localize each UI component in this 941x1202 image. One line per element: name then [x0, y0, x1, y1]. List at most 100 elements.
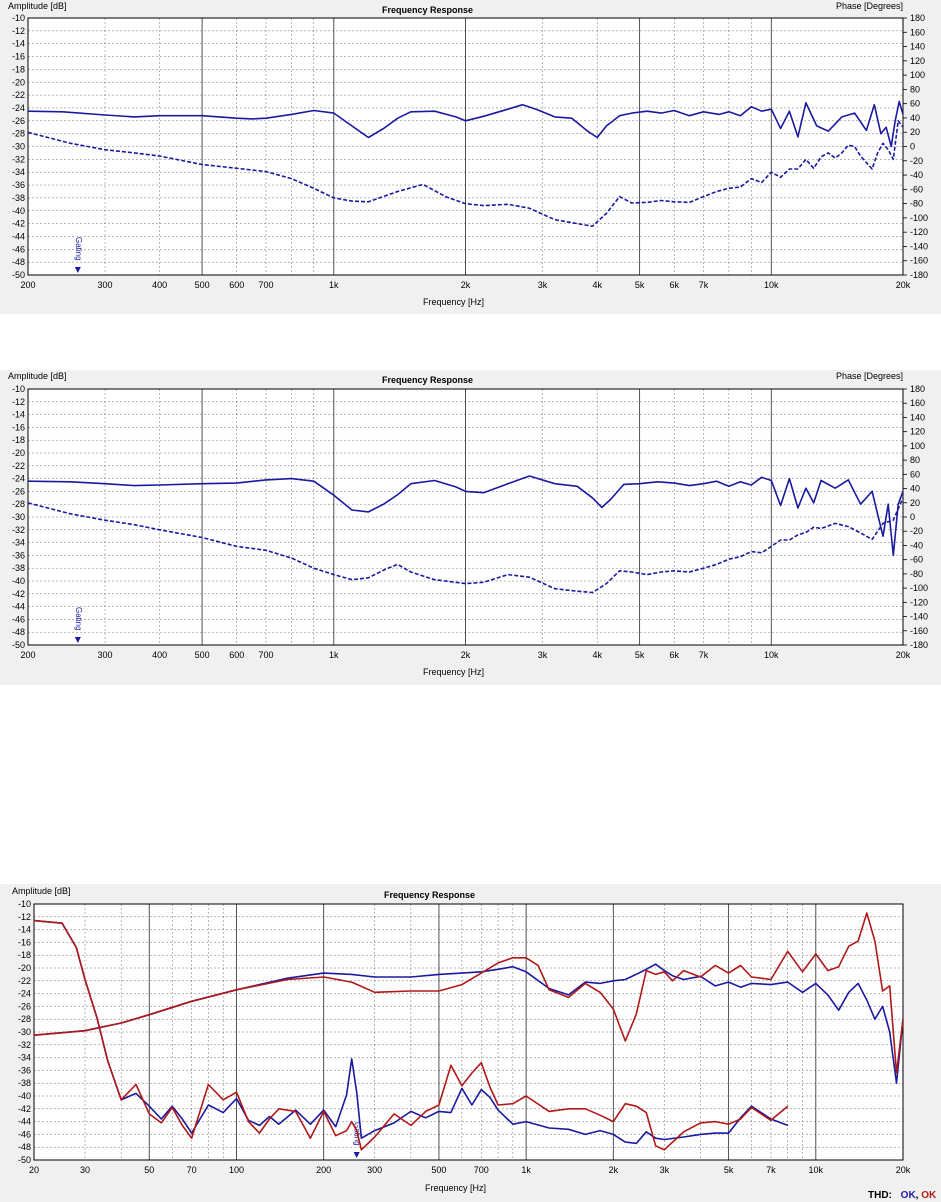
y-tick-label: -40 — [18, 1091, 31, 1101]
y-tick-label: -32 — [12, 154, 25, 164]
gating-label: Gating — [74, 607, 83, 631]
x-tick-label: 100 — [229, 1165, 244, 1175]
y-tick-label: -32 — [12, 525, 25, 535]
y-right-tick-label: -100 — [910, 583, 928, 593]
y-right-tick-label: -20 — [910, 526, 923, 536]
y-tick-label: -34 — [18, 1053, 31, 1063]
x-tick-label: 300 — [98, 280, 113, 290]
y-tick-label: -38 — [12, 193, 25, 203]
y-tick-label: -26 — [12, 116, 25, 126]
series-line — [34, 963, 903, 1084]
series-line — [28, 120, 903, 227]
x-tick-label: 6k — [669, 650, 679, 660]
y-right-tick-label: 40 — [910, 484, 920, 494]
y-axis-label: Amplitude [dB] — [12, 886, 71, 896]
x-tick-label: 20 — [29, 1165, 39, 1175]
x-tick-label: 20k — [896, 650, 911, 660]
y-right-tick-label: -180 — [910, 640, 928, 650]
chart-title: Frequency Response — [382, 5, 474, 15]
y-tick-label: -22 — [12, 461, 25, 471]
y-tick-label: -18 — [12, 64, 25, 74]
y-right-tick-label: -180 — [910, 270, 928, 280]
x-tick-label: 500 — [195, 650, 210, 660]
x-axis-label: Frequency [Hz] — [423, 297, 485, 307]
x-tick-label: 7k — [699, 280, 709, 290]
gating-marker — [353, 1152, 360, 1158]
y-right-tick-label: -80 — [910, 199, 923, 209]
y-tick-label: -38 — [18, 1078, 31, 1088]
y-tick-label: -46 — [12, 614, 25, 624]
plot-area: -10 -12 -14 -16 -18 -20 -22 -24 -26 -28 -30 -32 -34 -… — [12, 13, 928, 290]
y-tick-label: -48 — [12, 627, 25, 637]
y-right-tick-label: -120 — [910, 227, 928, 237]
y-tick-label: -12 — [12, 26, 25, 36]
y-tick-label: -44 — [12, 231, 25, 241]
y-right-tick-label: 180 — [910, 13, 925, 23]
y-right-tick-label: 40 — [910, 113, 920, 123]
y-right-tick-label: 120 — [910, 56, 925, 66]
x-tick-label: 300 — [367, 1165, 382, 1175]
y-tick-label: -40 — [12, 576, 25, 586]
y-tick-label: -34 — [12, 167, 25, 177]
y-tick-label: -10 — [18, 899, 31, 909]
x-tick-label: 5k — [724, 1165, 734, 1175]
y-right-tick-label: -160 — [910, 626, 928, 636]
y-right-tick-label: -40 — [910, 170, 923, 180]
y-tick-label: -26 — [18, 1001, 31, 1011]
y-axis-label: Amplitude [dB] — [8, 371, 67, 381]
y-tick-label: -22 — [18, 976, 31, 986]
x-tick-label: 3k — [538, 650, 548, 660]
thd-value-2: OK — [921, 1190, 937, 1201]
y-tick-label: -24 — [12, 103, 25, 113]
y-tick-label: -22 — [12, 90, 25, 100]
x-tick-label: 500 — [431, 1165, 446, 1175]
series-line — [28, 100, 903, 148]
x-tick-label: 1k — [329, 650, 339, 660]
y-tick-label: -48 — [12, 257, 25, 267]
y-tick-label: -50 — [12, 270, 25, 280]
y-right-tick-label: 140 — [910, 42, 925, 52]
x-tick-label: 600 — [229, 280, 244, 290]
y-right-tick-label: -60 — [910, 184, 923, 194]
y-right-tick-label: 180 — [910, 384, 925, 394]
x-tick-label: 700 — [474, 1165, 489, 1175]
y-tick-label: -10 — [12, 384, 25, 394]
y-right-tick-label: -120 — [910, 597, 928, 607]
y-tick-label: -16 — [12, 52, 25, 62]
chart-panel-1: -10 -12 -14 -16 -18 -20 -22 -24 -26 -28 -30 -32 -34 -… — [0, 0, 941, 314]
chart-panel-2: -10 -12 -14 -16 -18 -20 -22 -24 -26 -28 -30 -32 -34 -… — [0, 370, 941, 685]
y-right-tick-label: 100 — [910, 70, 925, 80]
x-tick-label: 200 — [20, 280, 35, 290]
x-tick-label: 200 — [20, 650, 35, 660]
y-tick-label: -44 — [12, 602, 25, 612]
y-tick-label: -10 — [12, 13, 25, 23]
y-tick-label: -38 — [12, 563, 25, 573]
x-tick-label: 10k — [764, 280, 779, 290]
grid-lines — [28, 388, 903, 646]
grid-lines — [34, 903, 903, 1161]
x-tick-label: 30 — [80, 1165, 90, 1175]
chart-panel-3: -10 -12 -14 -16 -18 -20 -22 -24 -26 -28 -30 -32 -34 -… — [0, 884, 941, 1202]
y-tick-label: -16 — [18, 937, 31, 947]
x-tick-label: 70 — [187, 1165, 197, 1175]
y-tick-label: -34 — [12, 538, 25, 548]
x-tick-label: 10k — [809, 1165, 824, 1175]
y-right-tick-label: 160 — [910, 398, 925, 408]
x-tick-label: 1k — [521, 1165, 531, 1175]
y-tick-label: -18 — [18, 950, 31, 960]
plot-area: -10 -12 -14 -16 -18 -20 -22 -24 -26 -28 -30 -32 -34 -… — [12, 384, 928, 660]
y-right-tick-label: 140 — [910, 412, 925, 422]
y-tick-label: -20 — [12, 448, 25, 458]
y-right-tick-label: 20 — [910, 127, 920, 137]
y-tick-label: -30 — [12, 142, 25, 152]
thd-status: THD: OK, OK — [868, 1190, 937, 1201]
y-right-tick-label: -140 — [910, 241, 928, 251]
x-tick-label: 700 — [259, 650, 274, 660]
y-tick-label: -50 — [18, 1155, 31, 1165]
series-line — [28, 475, 903, 557]
x-tick-label: 10k — [764, 650, 779, 660]
y-right-tick-label: -60 — [910, 555, 923, 565]
y-right-tick-label: 80 — [910, 84, 920, 94]
x-tick-label: 200 — [316, 1165, 331, 1175]
x-axis-label: Frequency [Hz] — [423, 667, 485, 677]
